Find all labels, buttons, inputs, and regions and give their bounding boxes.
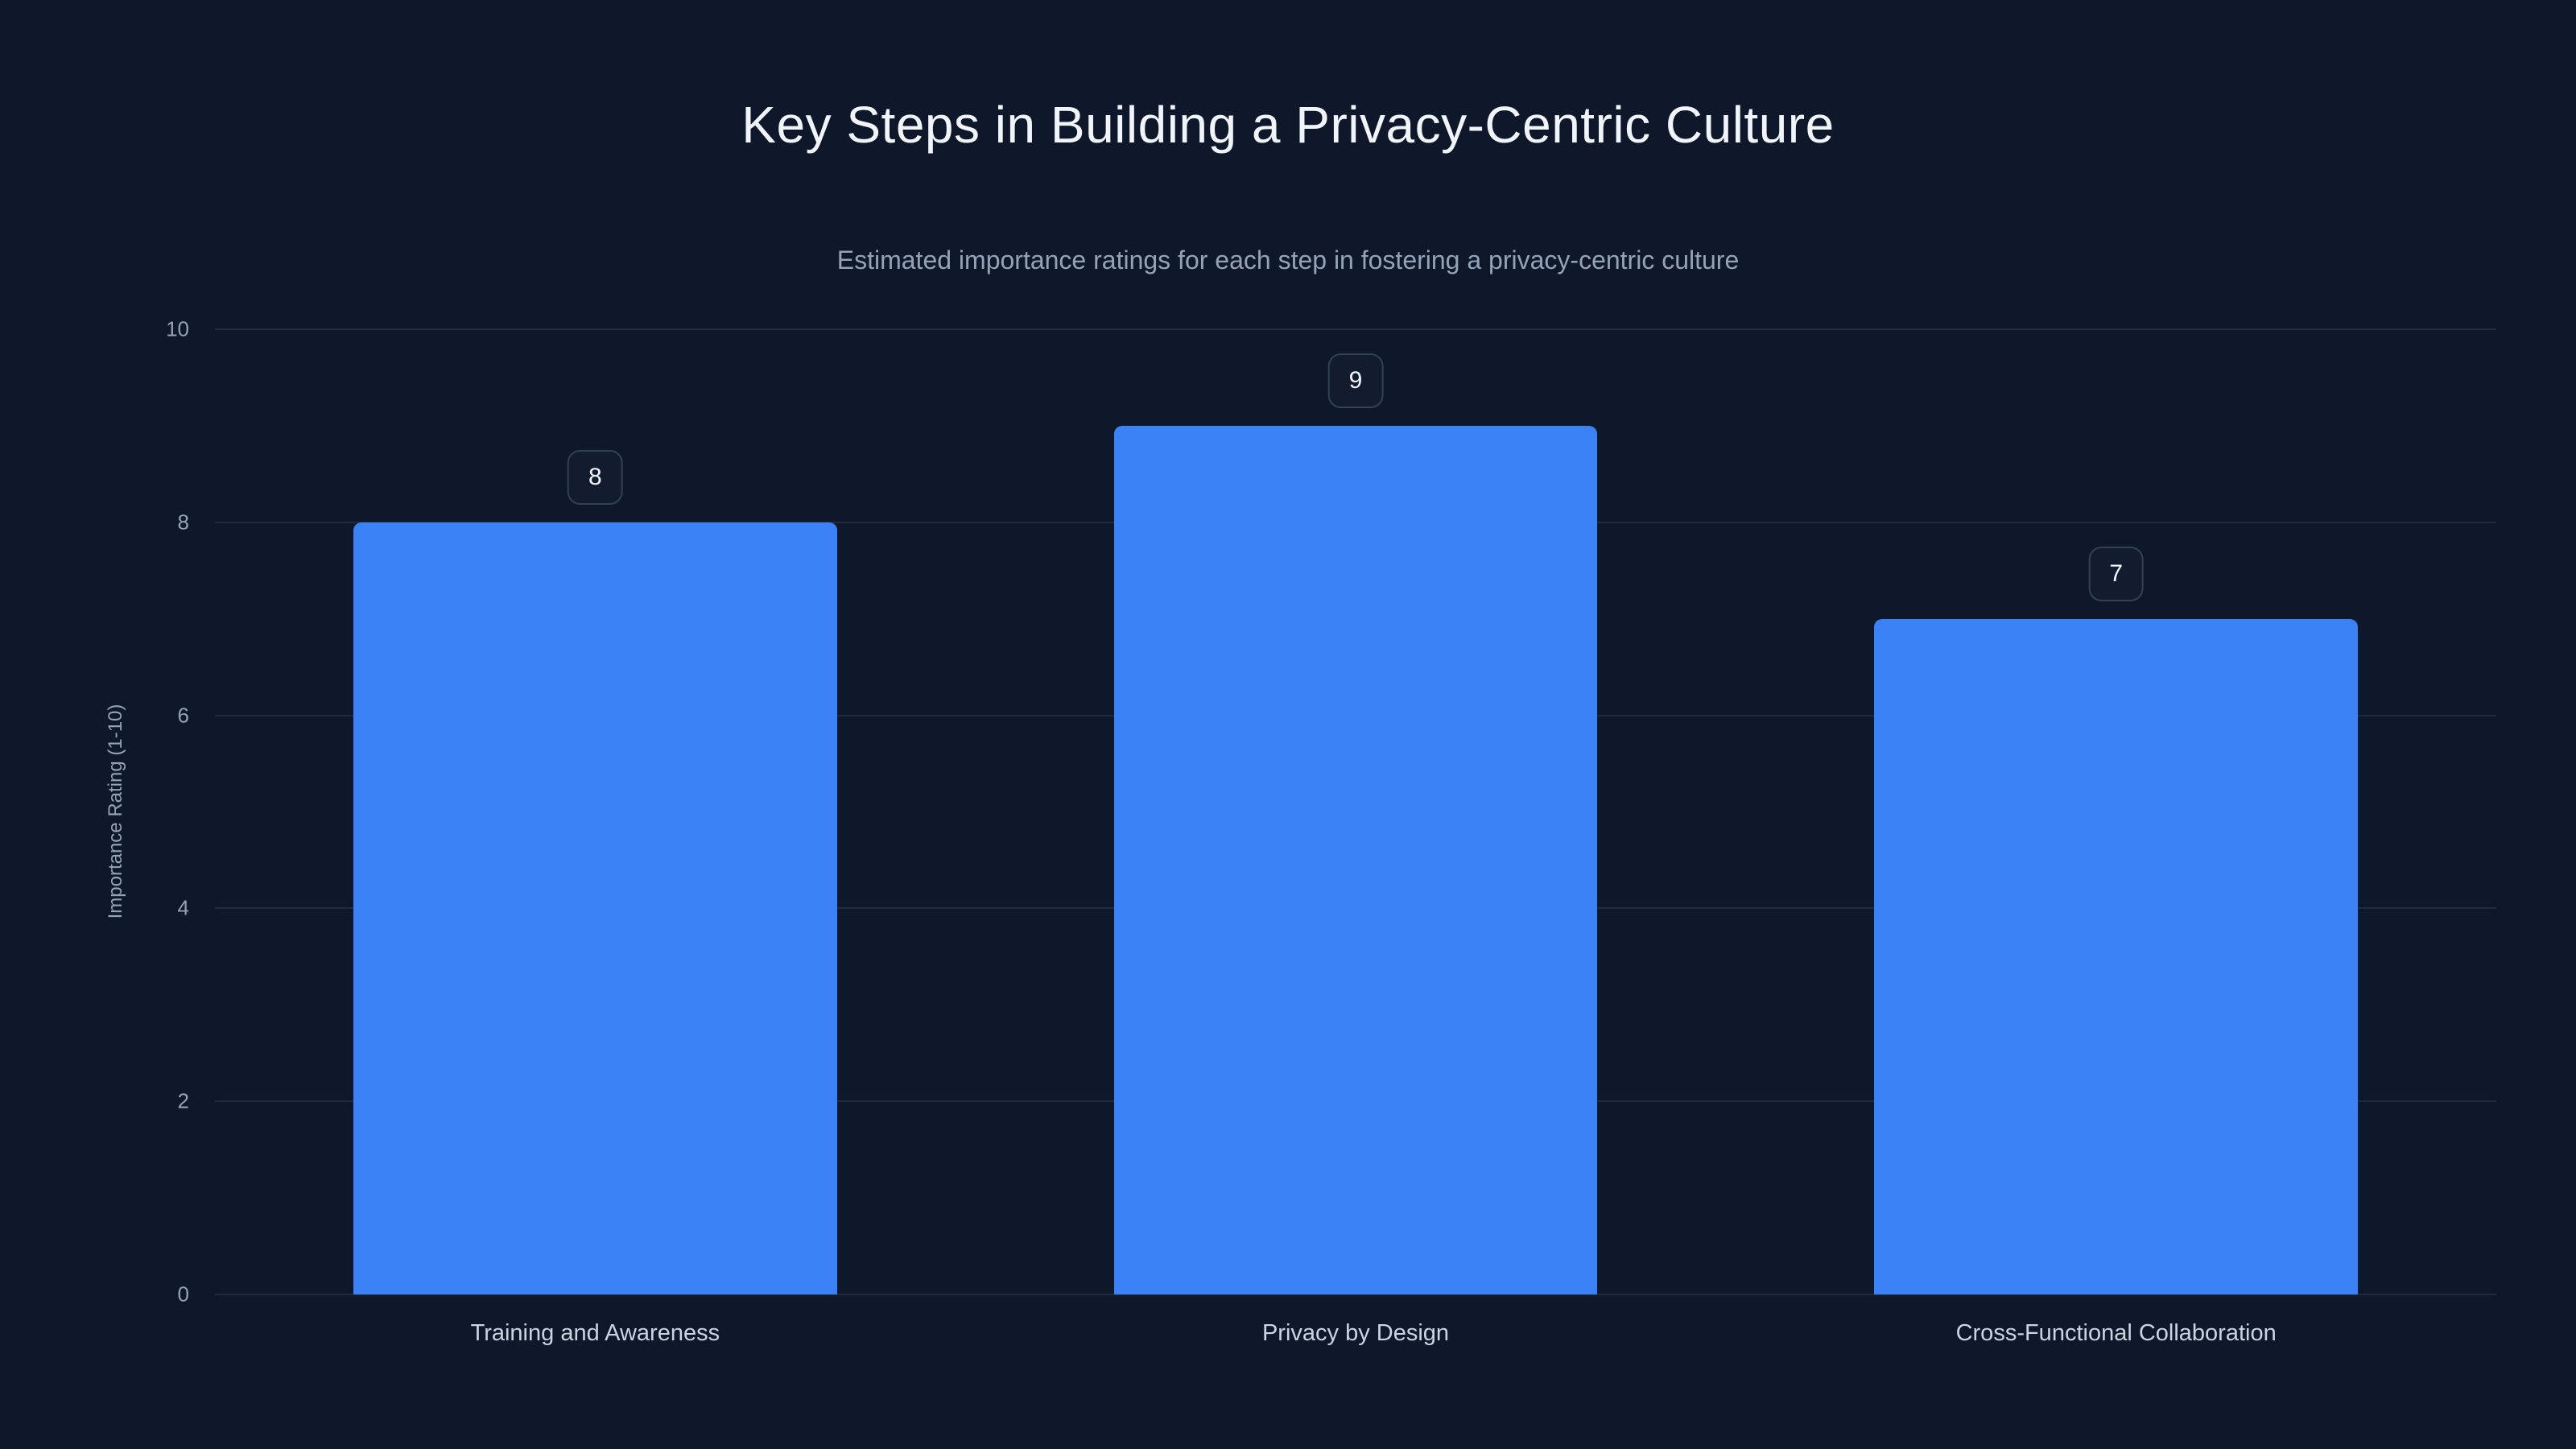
bar-training-and-awareness[interactable] <box>353 522 837 1294</box>
bar-privacy-by-design[interactable] <box>1113 425 1598 1294</box>
y-axis: 0 2 4 6 8 10 <box>0 317 189 1307</box>
x-axis-label: Cross-Functional Collaboration <box>1955 1320 2277 1346</box>
chart-subtitle: Estimated importance ratings for each st… <box>836 246 1740 275</box>
gridline <box>215 1294 2496 1295</box>
bar-cross-functional-collaboration[interactable] <box>1874 618 2359 1294</box>
bar-value-badge: 8 <box>567 449 623 505</box>
x-axis-label: Training and Awareness <box>470 1320 720 1346</box>
x-axis-label: Privacy by Design <box>1261 1320 1450 1346</box>
y-tick-label: 4 <box>177 895 189 920</box>
x-axis-labels: Training and Awareness Privacy by Design C… <box>215 1320 2496 1368</box>
y-tick-label: 8 <box>177 510 189 535</box>
plot-area: 8 9 7 <box>215 328 2496 1295</box>
y-tick-label: 0 <box>177 1282 189 1307</box>
y-tick-label: 10 <box>166 316 189 341</box>
gridline <box>215 328 2496 330</box>
y-tick-label: 6 <box>177 703 189 728</box>
bar-value-badge: 9 <box>1327 353 1384 408</box>
chart-title: Key Steps in Building a Privacy-Centric … <box>741 96 1835 154</box>
bar-value-badge: 7 <box>2088 546 2144 601</box>
y-tick-label: 2 <box>177 1088 189 1113</box>
